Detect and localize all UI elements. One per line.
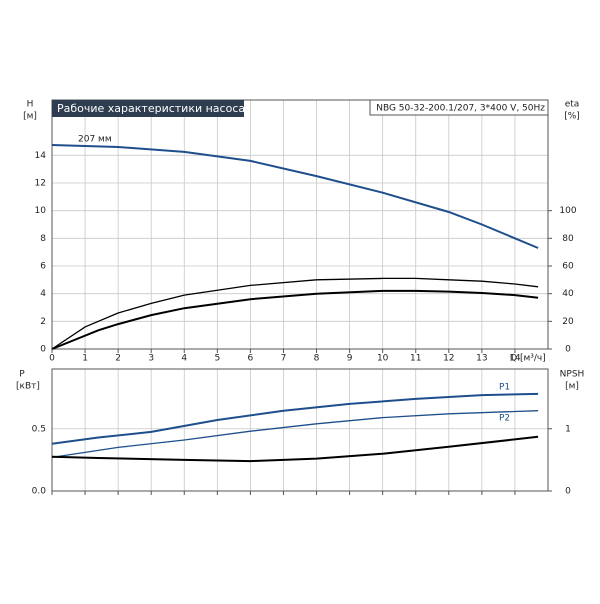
x-tick-label: 12 bbox=[443, 354, 454, 364]
x-tick-label: 9 bbox=[347, 354, 353, 364]
y2-tick-label: 0 bbox=[565, 487, 571, 497]
y-tick-label: 0.0 bbox=[32, 487, 47, 497]
y2-tick-label: 20 bbox=[562, 317, 574, 327]
subtitle-box bbox=[369, 99, 549, 116]
y-label: P bbox=[19, 370, 25, 380]
series-line bbox=[51, 435, 539, 463]
y2-tick-label: 40 bbox=[562, 289, 574, 299]
y2-unit: [м] bbox=[565, 382, 579, 392]
x-tick-label: 1 bbox=[82, 354, 88, 364]
x-label: Q [м³/ч] bbox=[510, 354, 546, 364]
top-frame bbox=[51, 99, 549, 350]
y-label: H bbox=[27, 100, 34, 110]
x-tick-label: 3 bbox=[148, 354, 154, 364]
x-tick-label: 5 bbox=[214, 354, 220, 364]
series-line bbox=[51, 410, 539, 459]
x-tick-label: 8 bbox=[314, 354, 320, 364]
series-line bbox=[51, 144, 539, 249]
y-unit: [кВт] bbox=[16, 382, 40, 392]
annotation: 207 мм bbox=[78, 135, 112, 145]
y-tick-label: 8 bbox=[40, 234, 46, 244]
y-tick-label: 0.5 bbox=[32, 424, 46, 434]
legend-label: P1 bbox=[499, 383, 510, 393]
y-tick-label: 4 bbox=[40, 289, 46, 299]
series-line bbox=[51, 289, 539, 350]
x-tick-label: 10 bbox=[377, 354, 389, 364]
subtitle: NBG 50-32-200.1/207, 3*400 V, 50Hz bbox=[376, 104, 545, 114]
x-tick-label: 11 bbox=[410, 354, 421, 364]
x-tick-label: 2 bbox=[115, 354, 121, 364]
series-line bbox=[51, 392, 539, 445]
x-tick-label: 4 bbox=[181, 354, 187, 364]
y-unit: [м] bbox=[23, 112, 37, 122]
series-line bbox=[51, 277, 539, 350]
title-box bbox=[52, 100, 244, 117]
x-tick-label: 0 bbox=[49, 354, 55, 364]
y-tick-label: 14 bbox=[35, 151, 47, 161]
x-tick-label: 7 bbox=[281, 354, 287, 364]
y-tick-label: 0 bbox=[40, 345, 46, 355]
y2-tick-label: 100 bbox=[559, 206, 576, 216]
y-tick-label: 10 bbox=[35, 206, 47, 216]
legend-label: P2 bbox=[499, 414, 510, 424]
y-tick-label: 12 bbox=[35, 179, 46, 189]
x-tick-label: 6 bbox=[248, 354, 254, 364]
y2-tick-label: 60 bbox=[562, 262, 574, 272]
y2-label: NPSH bbox=[560, 370, 585, 380]
y2-tick-label: 0 bbox=[565, 345, 571, 355]
chart-title: Рабочие характеристики насоса bbox=[57, 102, 245, 115]
bottom-frame bbox=[51, 368, 549, 492]
x-tick-label: 13 bbox=[476, 354, 487, 364]
y2-unit: [%] bbox=[564, 112, 580, 122]
y-tick-label: 6 bbox=[40, 262, 46, 272]
y2-label: eta bbox=[565, 100, 580, 110]
y2-tick-label: 80 bbox=[562, 234, 574, 244]
y-tick-label: 2 bbox=[40, 317, 46, 327]
x-tick-label: 14 bbox=[509, 354, 521, 364]
y2-tick-label: 1 bbox=[565, 424, 571, 434]
